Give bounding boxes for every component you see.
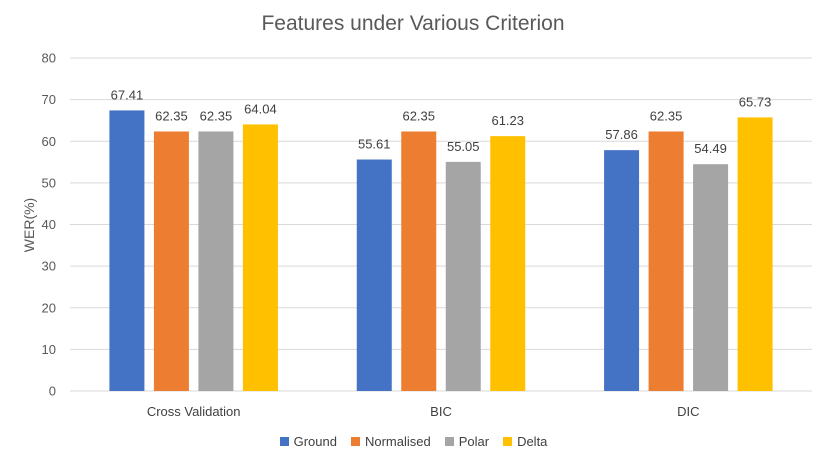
x-tick-label: DIC	[677, 404, 699, 419]
data-label: 67.41	[111, 87, 144, 102]
x-axis-ticks: Cross Validation BIC DIC	[147, 404, 700, 419]
bar-delta	[490, 136, 526, 391]
data-labels: 67.41 62.35 62.35 64.04 55.61 62.35 55.05 61.23…	[111, 87, 772, 156]
y-tick-label: 40	[42, 217, 56, 232]
bar-normalised	[153, 131, 189, 391]
y-tick-label: 70	[42, 92, 56, 107]
legend-swatch	[444, 437, 454, 446]
legend-label: Normalised	[364, 434, 431, 449]
legend-item-normalised: Normalised	[350, 434, 431, 449]
legend-item-ground: Ground	[279, 434, 337, 449]
bar-polar	[445, 161, 481, 391]
legend: Ground Normalised Polar Delta	[0, 434, 827, 449]
data-label: 57.86	[605, 127, 638, 142]
data-label: 64.04	[244, 101, 277, 116]
legend-label: Delta	[517, 434, 548, 449]
data-label: 62.35	[155, 108, 188, 123]
bar-normalised	[401, 131, 437, 391]
y-tick-label: 50	[42, 175, 56, 190]
bar-ground	[604, 150, 640, 391]
x-tick-label: Cross Validation	[147, 404, 241, 419]
y-tick-label: 0	[49, 384, 56, 399]
data-label: 61.23	[491, 113, 524, 128]
data-label: 62.35	[402, 108, 435, 123]
bar-delta	[737, 117, 773, 392]
bar-normalised	[648, 131, 684, 391]
data-label: 55.61	[358, 137, 391, 152]
data-label: 65.73	[739, 94, 772, 109]
legend-label: Ground	[293, 434, 337, 449]
y-tick-label: 60	[42, 134, 56, 149]
data-label: 55.05	[447, 139, 480, 154]
x-tick-label: BIC	[430, 404, 452, 419]
legend-swatch	[503, 437, 513, 446]
legend-swatch	[279, 437, 289, 446]
y-tick-label: 30	[42, 259, 56, 274]
data-label: 54.49	[694, 141, 727, 156]
legend-item-polar: Polar	[444, 434, 490, 449]
data-label: 62.35	[200, 108, 233, 123]
chart-title: Features under Various Criterion	[261, 12, 564, 35]
y-tick-label: 20	[42, 300, 56, 315]
bar-polar	[693, 164, 729, 391]
bars	[109, 110, 773, 392]
bar-polar	[198, 131, 234, 391]
gridlines	[70, 57, 812, 392]
bar-ground	[356, 159, 392, 391]
legend-label: Polar	[458, 434, 490, 449]
y-tick-label: 10	[42, 342, 56, 357]
legend-swatch	[350, 437, 360, 446]
y-axis-ticks: 0 10 20 30 40 50 60 70 80	[42, 51, 56, 399]
y-tick-label: 80	[42, 51, 56, 66]
data-label: 62.35	[650, 108, 683, 123]
bar-delta	[242, 124, 278, 391]
legend-item-delta: Delta	[503, 434, 547, 449]
bar-ground	[109, 110, 145, 391]
y-axis-label: WER(%)	[21, 198, 37, 252]
